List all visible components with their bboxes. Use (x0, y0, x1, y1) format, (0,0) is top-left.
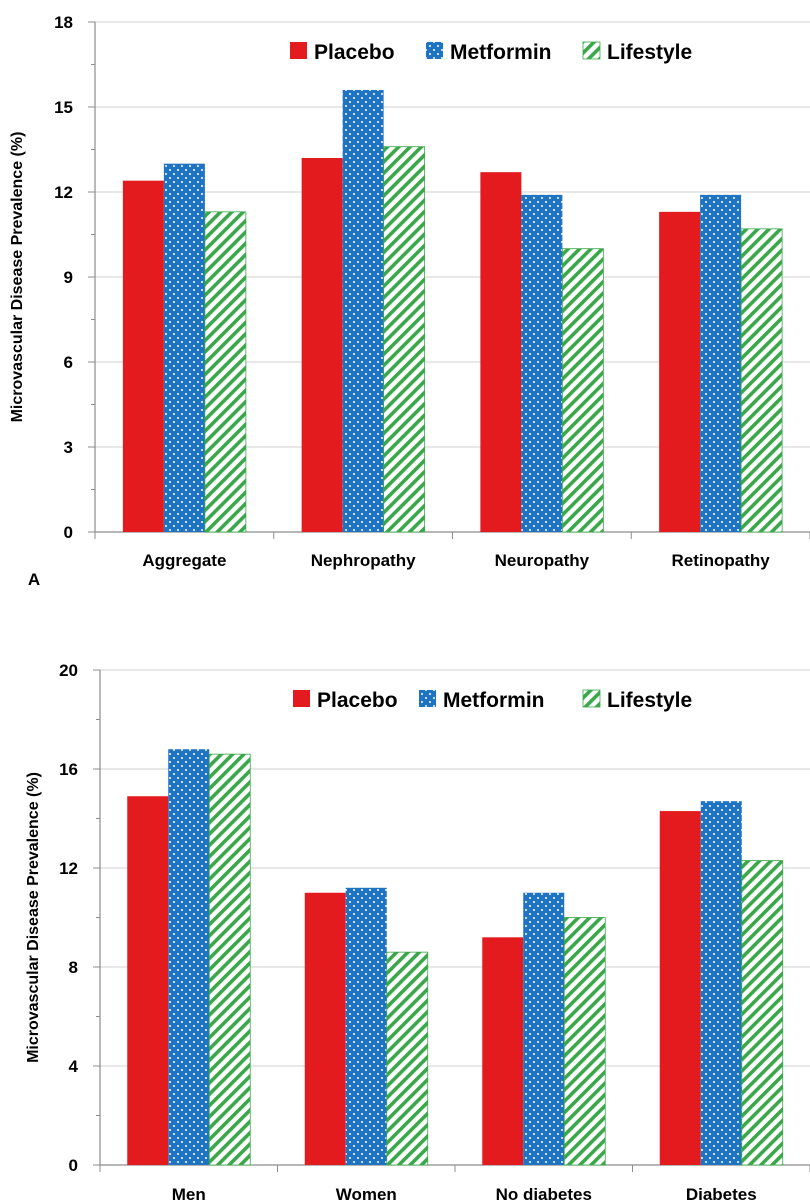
bar-metformin-aggregate (163, 163, 205, 532)
bar-placebo-retinopathy (659, 211, 701, 533)
x-category-label: Aggregate (142, 551, 226, 570)
y-tick-label: 8 (69, 958, 78, 977)
bar-metformin-neuropathy (521, 194, 563, 533)
bar-placebo-neuropathy (480, 172, 522, 532)
legend-swatch-metformin (426, 42, 443, 59)
bar-metformin-no-diabetes (523, 892, 565, 1165)
legend-swatch-placebo (293, 690, 310, 707)
x-category-label: Diabetes (686, 1185, 757, 1203)
y-tick-label: 18 (54, 13, 73, 32)
y-tick-label: 0 (69, 1156, 78, 1175)
chart-panel-a: 0 3 6 9 12 15 18 Aggregate Nephropathy Neuropathy… (9, 13, 810, 589)
x-category-label: Nephropathy (311, 551, 416, 570)
legend-label-placebo: Placebo (314, 41, 395, 64)
bar-placebo-women (304, 892, 346, 1165)
y-tick-label: 20 (59, 661, 78, 680)
bar-placebo-no-diabetes (482, 937, 524, 1165)
x-category-label: Neuropathy (495, 551, 590, 570)
legend-swatch-lifestyle (582, 689, 601, 708)
bar-placebo-diabetes (659, 811, 701, 1165)
bar-lifestyle-aggregate (204, 211, 247, 533)
bar-metformin-retinopathy (700, 194, 742, 533)
x-category-label: Men (172, 1185, 206, 1203)
y-tick-label: 12 (54, 183, 73, 202)
x-category-label: Retinopathy (672, 551, 771, 570)
legend-label-lifestyle: Lifestyle (607, 689, 692, 712)
bar-placebo-men (127, 796, 169, 1165)
y-tick-label: 4 (69, 1057, 79, 1076)
legend-swatch-metformin (419, 690, 436, 707)
y-tick-label: 16 (59, 760, 78, 779)
bar-lifestyle-retinopathy (740, 228, 783, 533)
y-axis-title: Microvascular Disease Prevalence (%) (25, 772, 42, 1063)
legend-label-metformin: Metformin (443, 689, 545, 712)
x-category-label: Women (336, 1185, 397, 1203)
bar-metformin-diabetes (700, 801, 742, 1165)
y-tick-label: 15 (54, 98, 73, 117)
y-tick-label: 9 (64, 268, 73, 287)
y-tick-label: 3 (64, 438, 73, 457)
bar-placebo-nephropathy (301, 158, 343, 532)
bar-metformin-men (168, 749, 210, 1165)
bar-metformin-nephropathy (342, 90, 384, 532)
legend-label-lifestyle: Lifestyle (607, 41, 692, 64)
bar-lifestyle-no-diabetes (563, 917, 606, 1166)
bar-lifestyle-nephropathy (383, 146, 426, 533)
bar-lifestyle-diabetes (741, 860, 784, 1166)
bar-placebo-aggregate (122, 180, 164, 532)
bar-lifestyle-men (208, 753, 251, 1166)
chart-panel-b: 0 4 8 12 16 20 Men Women No diabetes Diabetes Plac… (25, 661, 810, 1203)
legend-swatch-lifestyle (582, 41, 601, 60)
y-tick-label: 12 (59, 859, 78, 878)
legend-label-placebo: Placebo (317, 689, 398, 712)
x-category-label: No diabetes (496, 1185, 592, 1203)
legend-swatch-placebo (290, 42, 307, 59)
panel-letter: A (28, 570, 40, 589)
y-tick-label: 6 (64, 353, 73, 372)
bar-metformin-women (345, 887, 387, 1165)
bar-lifestyle-women (386, 951, 429, 1166)
y-axis-title: Microvascular Disease Prevalence (%) (9, 132, 26, 423)
bar-lifestyle-neuropathy (561, 248, 604, 533)
legend-label-metformin: Metformin (450, 41, 552, 64)
y-tick-label: 0 (64, 523, 73, 542)
